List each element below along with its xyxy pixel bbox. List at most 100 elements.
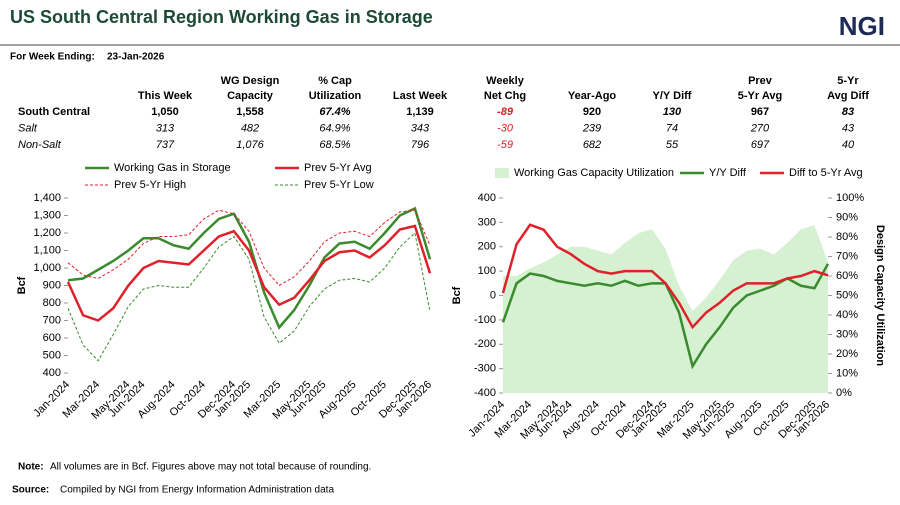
column-header: 5-Yr	[837, 75, 859, 87]
column-header: Net Chg	[484, 90, 526, 102]
table-cell: 967	[751, 106, 769, 118]
y2-tick-label: 40%	[836, 309, 858, 321]
column-header: Y/Y Diff	[653, 90, 692, 102]
column-header: % Cap	[318, 75, 352, 87]
y2-tick-label: 20%	[836, 348, 858, 360]
table-cell: 68.5%	[319, 139, 350, 151]
legend-label: Prev 5-Yr Avg	[304, 162, 372, 174]
legend-label: Working Gas in Storage	[114, 162, 231, 174]
legend-label: Prev 5-Yr Low	[304, 179, 374, 191]
y-tick-label: 300	[478, 216, 496, 228]
table-cell: 682	[583, 139, 601, 151]
y-tick-label: -100	[474, 314, 496, 326]
table-cell: 1,558	[236, 106, 264, 118]
table-cell: 64.9%	[319, 122, 350, 134]
y-tick-label: -400	[474, 387, 496, 399]
table-cell: 83	[842, 106, 854, 118]
column-header: Year-Ago	[568, 90, 617, 102]
legend-label: Working Gas Capacity Utilization	[514, 167, 674, 179]
source-label: Source:	[12, 485, 49, 496]
table-cell: -30	[497, 122, 514, 134]
y-tick-label: 900	[43, 279, 61, 291]
y2-tick-label: 10%	[836, 367, 858, 379]
y2-axis-title: Design Capacity Utilization	[874, 225, 886, 366]
logo: NGI	[839, 11, 885, 41]
y-tick-label: 500	[43, 349, 61, 361]
column-header: Weekly	[486, 75, 525, 87]
table-cell: 313	[156, 122, 175, 134]
legend-swatch	[495, 168, 509, 178]
table-cell: -89	[497, 106, 514, 118]
y2-tick-label: 0%	[836, 387, 852, 399]
y-tick-label: 1,400	[33, 192, 61, 204]
table-cell: 796	[411, 139, 430, 151]
y2-tick-label: 100%	[836, 192, 864, 204]
y2-tick-label: 50%	[836, 289, 858, 301]
legend-label: Diff to 5-Yr Avg	[789, 167, 863, 179]
table-cell: 343	[411, 122, 430, 134]
line	[501, 223, 829, 330]
y-tick-label: 0	[490, 289, 496, 301]
column-header: Capacity	[227, 90, 274, 102]
y-tick-label: 700	[43, 314, 61, 326]
table-cell: 697	[751, 139, 770, 151]
table-cell: 270	[750, 122, 770, 134]
y2-tick-label: 60%	[836, 270, 858, 282]
table-cell: 1,050	[151, 106, 179, 118]
y-axis-title: Bcf	[16, 276, 28, 294]
y-tick-label: -200	[474, 338, 496, 350]
note-label: Note:	[18, 462, 44, 473]
area	[503, 225, 828, 393]
line	[67, 232, 431, 362]
week-label: For Week Ending:	[10, 52, 95, 63]
table-cell: 74	[666, 122, 678, 134]
y-tick-label: 1,200	[33, 227, 61, 239]
table-cell: 1,139	[406, 106, 434, 118]
y2-tick-label: 90%	[836, 211, 858, 223]
y2-tick-label: 70%	[836, 250, 858, 262]
column-header: Prev	[748, 75, 773, 87]
y-tick-label: 400	[43, 367, 61, 379]
y-axis-title: Bcf	[451, 286, 463, 304]
row-label: South Central	[18, 106, 90, 118]
line	[67, 209, 431, 287]
table-cell: -59	[497, 139, 513, 151]
y-tick-label: 1,300	[33, 209, 61, 221]
y-tick-label: -300	[474, 363, 496, 375]
table-cell: 43	[842, 122, 855, 134]
y-tick-label: 600	[43, 332, 61, 344]
line	[66, 224, 432, 322]
column-header: 5-Yr Avg	[738, 90, 782, 102]
table-cell: 239	[582, 122, 601, 134]
source: Compiled by NGI from Energy Information …	[60, 485, 334, 496]
y-tick-label: 100	[478, 265, 496, 277]
table-cell: 55	[666, 139, 679, 151]
y2-tick-label: 30%	[836, 328, 858, 340]
page-title: US South Central Region Working Gas in S…	[10, 7, 433, 27]
week: 23-Jan-2026	[107, 52, 165, 63]
y-tick-label: 1,000	[33, 262, 61, 274]
column-header: Utilization	[309, 90, 362, 102]
y2-tick-label: 80%	[836, 231, 858, 243]
column-header: Last Week	[393, 90, 448, 102]
table-cell: 737	[156, 139, 175, 151]
legend-label: Y/Y Diff	[709, 167, 747, 179]
column-header: This Week	[138, 90, 193, 102]
note: All volumes are in Bcf. Figures above ma…	[50, 462, 371, 473]
table-cell: 40	[842, 139, 855, 151]
table-cell: 920	[583, 106, 601, 118]
table-cell: 130	[663, 106, 682, 118]
y-tick-label: 400	[478, 192, 496, 204]
column-header: WG Design	[221, 75, 280, 87]
row-label: Salt	[18, 122, 38, 134]
table-cell: 1,076	[236, 139, 264, 151]
y-tick-label: 1,100	[33, 244, 61, 256]
legend-label: Prev 5-Yr High	[114, 179, 186, 191]
row-label: Non-Salt	[18, 139, 62, 151]
y-tick-label: 800	[43, 297, 61, 309]
line	[67, 206, 432, 330]
table-cell: 482	[241, 122, 259, 134]
y-tick-label: 200	[478, 241, 496, 253]
column-header: Avg Diff	[827, 90, 869, 102]
